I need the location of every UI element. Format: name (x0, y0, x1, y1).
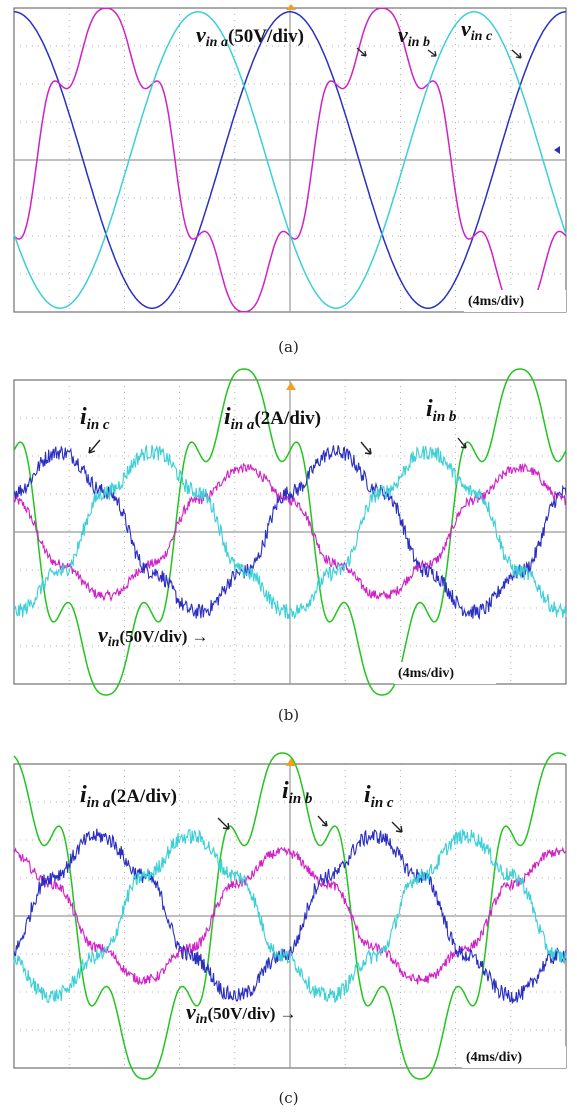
trace-v-in (13, 752, 567, 1080)
trace-v-in-c (13, 11, 567, 309)
label-iin-c: iin c (80, 404, 110, 433)
label-iin-b: iin b (426, 396, 457, 425)
label-vin-a: vin a(50V/div) (196, 22, 304, 50)
traces-b (13, 368, 567, 696)
trace-i-in-b (13, 828, 567, 1004)
trace-i-in-c (13, 444, 567, 620)
scope-panel-c: iin a(2A/div) iin b iin c vin(50V/div) → … (0, 752, 577, 1113)
scale-box (462, 1046, 566, 1068)
time-scale-b: (4ms/div) (398, 666, 454, 681)
label-vin-c: vin c (461, 16, 493, 44)
time-scale-a: (4ms/div) (468, 294, 524, 309)
label-vin: vin(50V/div) → (98, 622, 208, 650)
label-vin-b: vin b (398, 22, 430, 50)
trace-i-in-c (13, 828, 567, 1004)
arrow-icon (391, 821, 403, 833)
arrow-icon (317, 815, 328, 827)
scale-box (464, 290, 566, 312)
traces-a (13, 7, 567, 313)
label-iin-a: iin a(2A/div) (80, 782, 177, 811)
grid-c (14, 764, 566, 1068)
scope-panel-b: iin c iin a(2A/div) iin b vin(50V/div) → … (0, 368, 577, 724)
arrow-icon (217, 817, 230, 830)
trigger-marker-icon (286, 4, 296, 10)
caption-a: (a) (278, 338, 299, 356)
arrow-icon (427, 49, 437, 57)
trace-i-in-a (13, 462, 567, 603)
arrow-icon (360, 441, 372, 455)
scope-panel-a: vin a(50V/div) vin b vin c (4ms/div) (a) (0, 0, 577, 356)
arrow-icon (88, 439, 101, 454)
label-iin-a: iin a(2A/div) (224, 404, 321, 433)
scope-screen-a: vin a(50V/div) vin b vin c (4ms/div) (13, 4, 567, 313)
arrow-icon (356, 47, 367, 57)
scope-screen-c: iin a(2A/div) iin b iin c vin(50V/div) → … (13, 752, 567, 1080)
arrow-icon (457, 437, 467, 449)
trigger-marker-icon (286, 758, 296, 766)
time-scale-c: (4ms/div) (466, 1050, 522, 1065)
scale-box (394, 662, 496, 684)
arrow-icon (511, 49, 522, 59)
caption-c: (c) (278, 1089, 299, 1107)
label-iin-b: iin b (282, 778, 313, 807)
scope-screen-b: iin c iin a(2A/div) iin b vin(50V/div) → … (13, 368, 567, 696)
caption-b: (b) (277, 706, 300, 724)
traces-c (13, 752, 567, 1080)
trace-v-in (13, 368, 567, 696)
ground-marker-icon (554, 146, 560, 154)
label-vin: vin(50V/div) → (186, 999, 296, 1027)
trigger-marker-icon (286, 382, 296, 390)
label-iin-c: iin c (364, 782, 394, 811)
